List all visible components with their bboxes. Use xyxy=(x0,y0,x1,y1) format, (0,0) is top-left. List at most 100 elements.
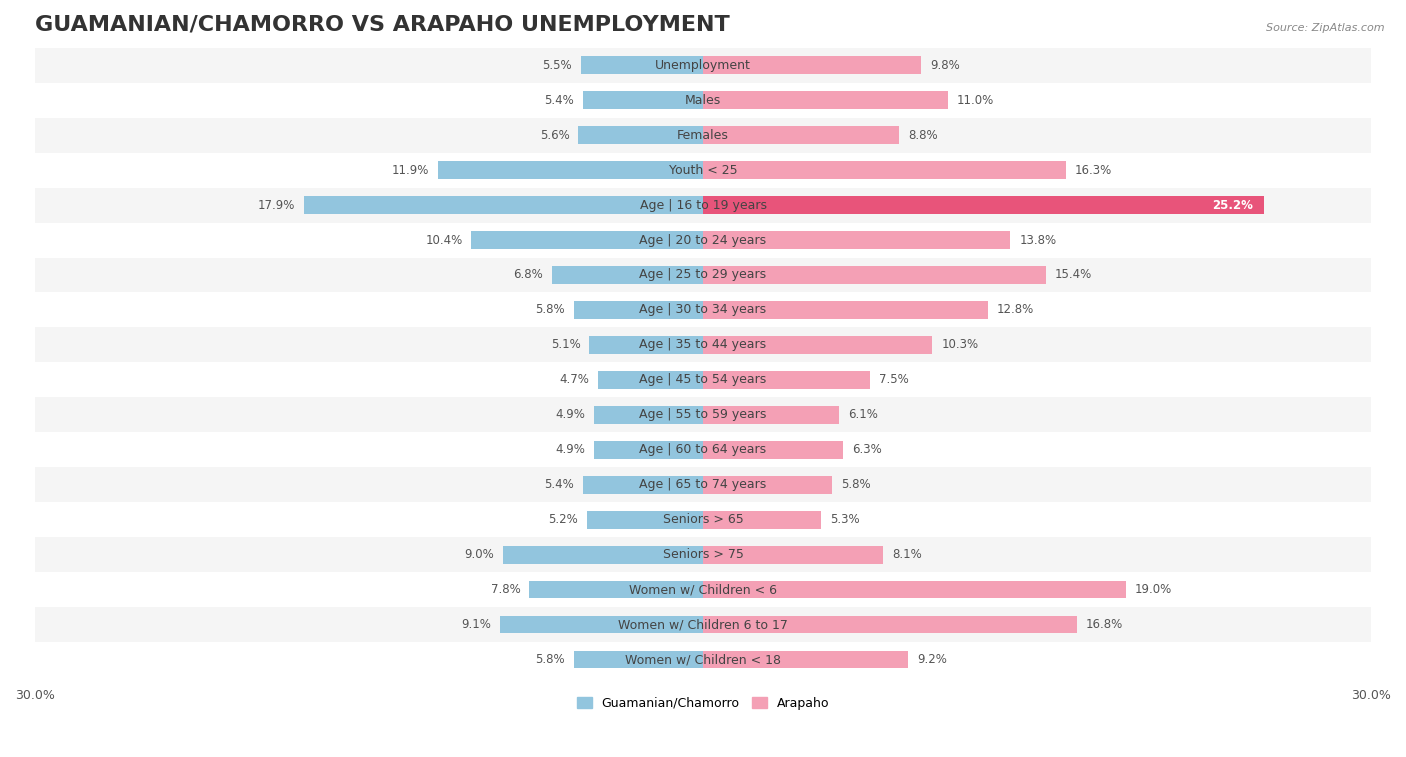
Bar xyxy=(703,616,1077,634)
Text: 5.6%: 5.6% xyxy=(540,129,569,142)
Text: Age | 35 to 44 years: Age | 35 to 44 years xyxy=(640,338,766,351)
Text: 5.5%: 5.5% xyxy=(541,58,572,72)
Text: Women w/ Children < 6: Women w/ Children < 6 xyxy=(628,583,778,597)
Text: 6.1%: 6.1% xyxy=(848,408,877,422)
Text: 7.8%: 7.8% xyxy=(491,583,520,597)
Bar xyxy=(35,397,1371,432)
Bar xyxy=(35,83,1371,117)
Text: 5.8%: 5.8% xyxy=(841,478,870,491)
Text: Age | 60 to 64 years: Age | 60 to 64 years xyxy=(640,444,766,456)
Text: 13.8%: 13.8% xyxy=(1019,233,1056,247)
Bar xyxy=(703,196,1264,213)
Bar xyxy=(502,546,703,563)
Text: 9.8%: 9.8% xyxy=(931,58,960,72)
Text: Age | 55 to 59 years: Age | 55 to 59 years xyxy=(640,408,766,422)
Bar xyxy=(589,336,703,354)
Bar xyxy=(599,371,703,388)
Text: 7.5%: 7.5% xyxy=(879,373,908,386)
Text: 5.2%: 5.2% xyxy=(548,513,578,526)
Bar xyxy=(703,511,821,528)
Bar xyxy=(582,476,703,494)
Text: Youth < 25: Youth < 25 xyxy=(669,164,737,176)
Text: 9.2%: 9.2% xyxy=(917,653,946,666)
Bar xyxy=(35,188,1371,223)
Text: 16.8%: 16.8% xyxy=(1085,618,1123,631)
Text: 25.2%: 25.2% xyxy=(1212,198,1253,211)
Text: Age | 25 to 29 years: Age | 25 to 29 years xyxy=(640,269,766,282)
Text: 11.0%: 11.0% xyxy=(957,94,994,107)
Text: 4.9%: 4.9% xyxy=(555,408,585,422)
Bar xyxy=(574,651,703,668)
Bar xyxy=(35,153,1371,188)
Text: 4.9%: 4.9% xyxy=(555,444,585,456)
Text: 5.4%: 5.4% xyxy=(544,94,574,107)
Bar xyxy=(551,266,703,284)
Bar xyxy=(35,292,1371,328)
Bar xyxy=(703,407,839,424)
Bar xyxy=(35,537,1371,572)
Text: 17.9%: 17.9% xyxy=(259,198,295,211)
Bar xyxy=(703,476,832,494)
Bar xyxy=(35,467,1371,503)
Bar xyxy=(501,616,703,634)
Text: 5.8%: 5.8% xyxy=(536,653,565,666)
Bar xyxy=(588,511,703,528)
Text: 10.4%: 10.4% xyxy=(425,233,463,247)
Text: GUAMANIAN/CHAMORRO VS ARAPAHO UNEMPLOYMENT: GUAMANIAN/CHAMORRO VS ARAPAHO UNEMPLOYME… xyxy=(35,15,730,35)
Bar xyxy=(35,572,1371,607)
Text: 5.3%: 5.3% xyxy=(830,513,859,526)
Text: 8.8%: 8.8% xyxy=(908,129,938,142)
Bar xyxy=(703,161,1066,179)
Bar xyxy=(703,126,898,144)
Text: 15.4%: 15.4% xyxy=(1054,269,1092,282)
Text: Seniors > 75: Seniors > 75 xyxy=(662,548,744,561)
Text: Women w/ Children 6 to 17: Women w/ Children 6 to 17 xyxy=(619,618,787,631)
Bar xyxy=(574,301,703,319)
Text: Age | 16 to 19 years: Age | 16 to 19 years xyxy=(640,198,766,211)
Text: Age | 65 to 74 years: Age | 65 to 74 years xyxy=(640,478,766,491)
Bar xyxy=(703,232,1011,249)
Text: Age | 45 to 54 years: Age | 45 to 54 years xyxy=(640,373,766,386)
Bar xyxy=(593,441,703,459)
Bar xyxy=(35,48,1371,83)
Text: 9.0%: 9.0% xyxy=(464,548,494,561)
Bar xyxy=(703,266,1046,284)
Text: 8.1%: 8.1% xyxy=(893,548,922,561)
Bar xyxy=(703,546,883,563)
Text: 6.8%: 6.8% xyxy=(513,269,543,282)
Text: 10.3%: 10.3% xyxy=(941,338,979,351)
Bar xyxy=(593,407,703,424)
Bar xyxy=(703,336,932,354)
Bar xyxy=(529,581,703,599)
Text: Females: Females xyxy=(678,129,728,142)
Bar xyxy=(703,441,844,459)
Bar xyxy=(703,581,1126,599)
Text: Seniors > 65: Seniors > 65 xyxy=(662,513,744,526)
Text: 11.9%: 11.9% xyxy=(392,164,429,176)
Text: Age | 30 to 34 years: Age | 30 to 34 years xyxy=(640,304,766,316)
Text: 6.3%: 6.3% xyxy=(852,444,882,456)
Text: 5.4%: 5.4% xyxy=(544,478,574,491)
Bar xyxy=(703,651,908,668)
Bar xyxy=(581,57,703,74)
Bar xyxy=(35,257,1371,292)
Bar xyxy=(35,642,1371,678)
Text: Unemployment: Unemployment xyxy=(655,58,751,72)
Text: Source: ZipAtlas.com: Source: ZipAtlas.com xyxy=(1267,23,1385,33)
Bar xyxy=(578,126,703,144)
Text: Women w/ Children < 18: Women w/ Children < 18 xyxy=(626,653,780,666)
Bar xyxy=(471,232,703,249)
Bar xyxy=(35,328,1371,363)
Bar xyxy=(35,503,1371,537)
Text: Age | 20 to 24 years: Age | 20 to 24 years xyxy=(640,233,766,247)
Text: 5.8%: 5.8% xyxy=(536,304,565,316)
Text: Males: Males xyxy=(685,94,721,107)
Bar xyxy=(35,117,1371,153)
Bar xyxy=(439,161,703,179)
Bar xyxy=(35,607,1371,642)
Bar xyxy=(703,301,988,319)
Legend: Guamanian/Chamorro, Arapaho: Guamanian/Chamorro, Arapaho xyxy=(571,692,835,715)
Bar xyxy=(703,92,948,109)
Bar xyxy=(703,57,921,74)
Bar xyxy=(35,223,1371,257)
